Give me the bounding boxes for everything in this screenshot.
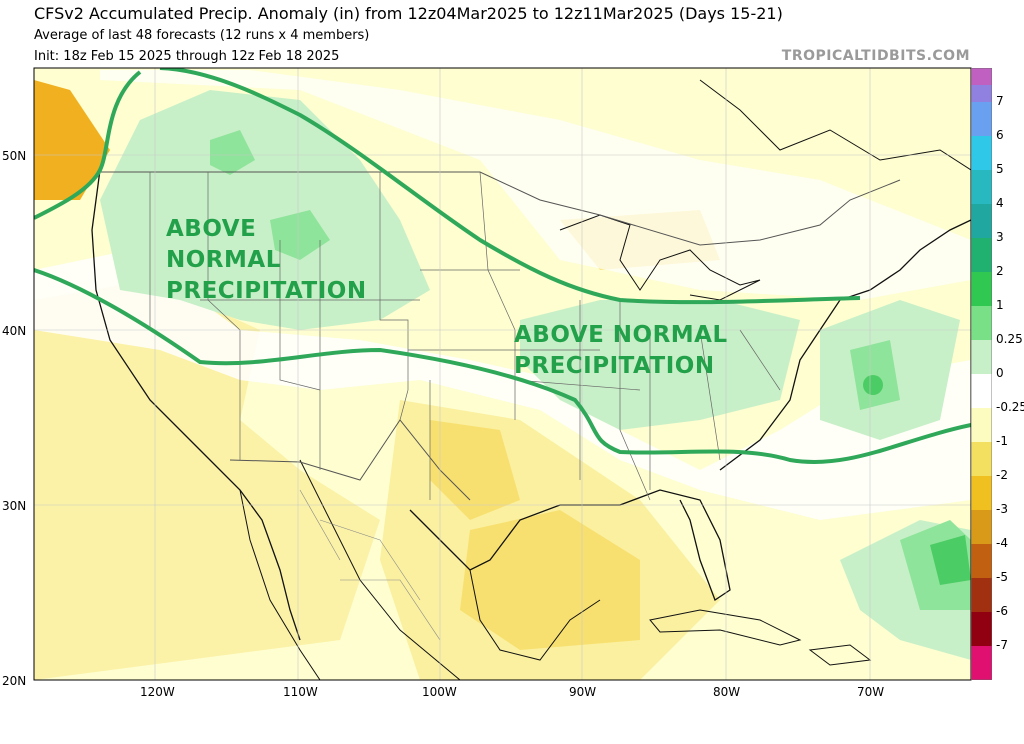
lat-label-40n: 40N [2, 324, 27, 338]
annotation-west-line3: PRECIPITATION [166, 278, 367, 304]
colorbar-label-0: 0 [996, 366, 1004, 380]
colorbar-label-7: 7 [996, 94, 1004, 108]
annotation-west-line2: NORMAL [166, 247, 281, 273]
coastline-west [91, 169, 301, 641]
anomaly-white-north [100, 70, 971, 300]
colorbar-label-n3: -3 [996, 502, 1008, 516]
anomaly-midgreen-atlantic [850, 340, 900, 410]
colorbar-seg-2 [971, 238, 992, 272]
annotation-east-line1: ABOVE NORMAL [514, 322, 728, 348]
colorbar-label-2: 2 [996, 264, 1004, 278]
lon-label-90w: 90W [569, 685, 597, 699]
great-lakes [559, 214, 761, 301]
colorbar-seg-7 [971, 85, 992, 102]
contour-south [34, 268, 971, 464]
colorbar [971, 68, 992, 680]
canada-north-coast [699, 79, 971, 171]
colorbar-seg-3 [971, 204, 992, 238]
colorbar-label-n4: -4 [996, 536, 1008, 550]
colorbar-seg-n5 [971, 578, 992, 612]
anomaly-green-east [520, 300, 800, 430]
coastline-baja [239, 489, 321, 680]
colorbar-seg-5 [971, 136, 992, 170]
colorbar-seg-n1 [971, 442, 992, 476]
colorbar-label-4: 4 [996, 196, 1004, 210]
colorbar-label-025: 0.25 [996, 332, 1023, 346]
colorbar-seg-n4 [971, 544, 992, 578]
anomaly-midgreen-montana [210, 130, 255, 175]
chart-subtitle-init: Init: 18z Feb 15 2025 through 12z Feb 18… [34, 49, 340, 64]
lon-label-110w: 110W [283, 685, 318, 699]
colorbar-seg-n3 [971, 510, 992, 544]
anomaly-green-west [100, 90, 430, 330]
colorbar-seg-6 [971, 102, 992, 136]
contour-west-north [34, 70, 142, 220]
lon-label-70w: 70W [857, 685, 885, 699]
lat-label-20n: 20N [2, 674, 27, 688]
colorbar-label-3: 3 [996, 230, 1004, 244]
anomaly-orange-nw [34, 80, 110, 200]
colorbar-label-1: 1 [996, 298, 1004, 312]
anomaly-midgreen-rockies [270, 210, 330, 260]
brand-watermark: TROPICALTIDBITS.COM [781, 48, 970, 64]
lon-label-100w: 100W [422, 685, 457, 699]
colorbar-label-n7: -7 [996, 638, 1008, 652]
colorbar-seg-n7 [971, 646, 992, 680]
anomaly-yellow-west [34, 280, 380, 680]
colorbar-label-n6: -6 [996, 604, 1008, 618]
coastline-mexico-east [469, 569, 601, 661]
colorbar-label-n1: -1 [996, 434, 1008, 448]
mexico-state-borders [299, 489, 441, 641]
lat-label-30n: 30N [2, 499, 27, 513]
anomaly-deepyellow-texas [430, 420, 520, 520]
chart-subtitle-forecasts: Average of last 48 forecasts (12 runs x … [34, 28, 370, 43]
annotation-west-line1: ABOVE [166, 216, 257, 242]
colorbar-label-6: 6 [996, 128, 1004, 142]
annotation-east: ABOVE NORMAL PRECIPITATION [514, 320, 728, 382]
annotation-west: ABOVE NORMAL PRECIPITATION [166, 214, 367, 307]
chart-title: CFSv2 Accumulated Precip. Anomaly (in) f… [34, 4, 783, 23]
colorbar-label-n5: -5 [996, 570, 1008, 584]
anomaly-darkgreen-caribbean [930, 535, 971, 585]
colorbar-seg-1 [971, 272, 992, 306]
colorbar-seg-0n [971, 374, 992, 408]
colorbar-seg-n2 [971, 476, 992, 510]
graticule [34, 68, 971, 680]
state-borders [149, 171, 781, 501]
anomaly-darkgreen-atlantic [863, 375, 883, 395]
colorbar-seg-025 [971, 306, 992, 340]
us-mexico-border [229, 419, 471, 501]
us-canada-border [100, 171, 901, 246]
colorbar-label-5: 5 [996, 162, 1004, 176]
coastline-cuba [649, 609, 802, 646]
lat-label-50n: 50N [2, 149, 27, 163]
anomaly-deepyellow-gulf [460, 510, 640, 650]
colorbar-seg-n025 [971, 408, 992, 442]
colorbar-label-n025: -0.25 [996, 400, 1024, 414]
annotation-east-line2: PRECIPITATION [514, 353, 715, 379]
colorbar-seg-n6 [971, 612, 992, 646]
lon-label-120w: 120W [140, 685, 175, 699]
colorbar-seg-4 [971, 170, 992, 204]
colorbar-label-n2: -2 [996, 468, 1008, 482]
lon-label-80w: 80W [713, 685, 741, 699]
coastline-gulf [409, 489, 731, 601]
colorbar-seg-0p [971, 340, 992, 374]
contour-north [159, 68, 861, 305]
colorbar-seg-top [971, 68, 992, 85]
